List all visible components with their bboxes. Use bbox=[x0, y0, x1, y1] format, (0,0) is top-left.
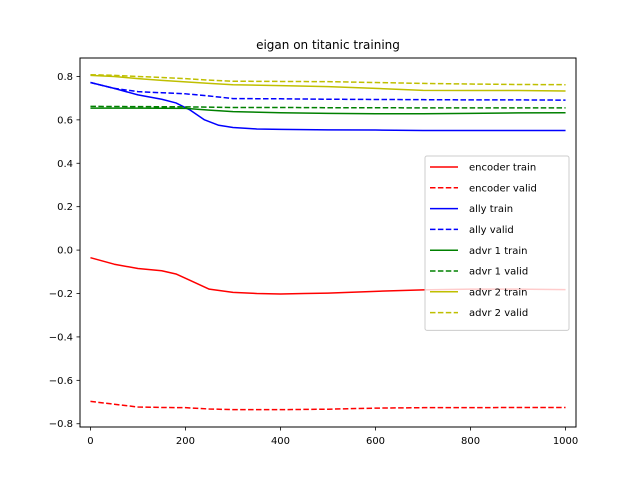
series-layer bbox=[90, 73, 566, 411]
y-tick-label: −0.4 bbox=[49, 332, 73, 343]
x-tick-label: 400 bbox=[271, 436, 290, 447]
y-tick-label: −0.6 bbox=[49, 376, 73, 387]
series-line-6 bbox=[90, 74, 566, 92]
plot-frame bbox=[79, 57, 577, 428]
legend-label: advr 2 train bbox=[469, 287, 528, 298]
series-line-4 bbox=[90, 107, 566, 115]
legend-box bbox=[424, 155, 570, 331]
x-tick-label: 600 bbox=[366, 436, 385, 447]
legend-label: advr 1 valid bbox=[469, 267, 528, 278]
series-line-2 bbox=[90, 81, 566, 132]
y-axis: −0.8 −0.6 −0.4 −0.2 0.0 0.2 0.4 0.6 0.8 bbox=[49, 72, 80, 430]
x-axis: 0 200 400 600 800 1000 bbox=[87, 427, 578, 447]
series-line-1 bbox=[90, 400, 566, 411]
y-tick-label: 0.8 bbox=[57, 72, 73, 83]
x-tick-label: 1000 bbox=[553, 436, 578, 447]
legend-label: ally train bbox=[469, 204, 513, 215]
y-tick-label: −0.2 bbox=[49, 289, 73, 300]
legend-label: encoder valid bbox=[469, 183, 537, 194]
y-tick-label: 0.4 bbox=[57, 159, 73, 170]
series-line-3 bbox=[90, 81, 566, 101]
legend: encoder train encoder valid ally train ally… bbox=[424, 155, 570, 331]
y-tick-label: 0.0 bbox=[57, 246, 73, 257]
x-tick-label: 0 bbox=[87, 436, 93, 447]
x-tick-label: 200 bbox=[176, 436, 195, 447]
y-tick-label: 0.6 bbox=[57, 115, 73, 126]
legend-label: ally valid bbox=[469, 225, 514, 236]
legend-label: encoder train bbox=[469, 163, 536, 174]
x-tick-label: 800 bbox=[461, 436, 480, 447]
series-line-7 bbox=[90, 73, 566, 86]
legend-label: advr 1 train bbox=[469, 246, 528, 257]
y-tick-label: −0.8 bbox=[49, 419, 73, 430]
y-tick-label: 0.2 bbox=[57, 202, 73, 213]
chart-title: eigan on titanic training bbox=[256, 38, 400, 52]
legend-label: advr 2 valid bbox=[469, 308, 528, 319]
series-line-5 bbox=[90, 105, 566, 109]
